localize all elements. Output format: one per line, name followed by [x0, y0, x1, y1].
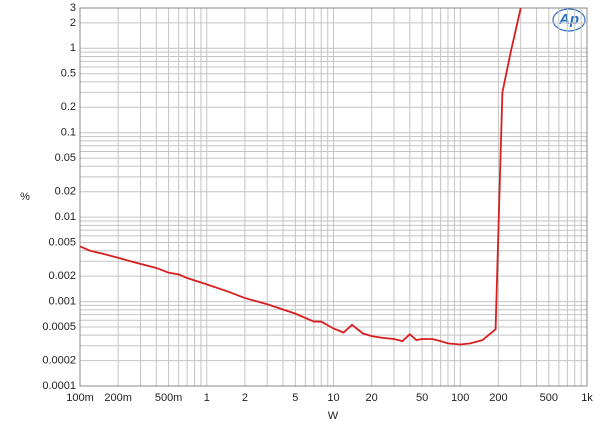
x-tick-label: 200 [489, 392, 507, 404]
y-tick-label: 0.002 [48, 270, 76, 282]
x-tick-label: 2 [242, 392, 248, 404]
logo-ring [552, 8, 586, 32]
x-tick-label: 100m [66, 392, 94, 404]
y-tick-label: 1 [70, 42, 76, 54]
y-tick-label: 0.005 [48, 236, 76, 248]
data-line [80, 8, 522, 346]
y-tick-label: 0.0005 [42, 321, 76, 333]
y-tick-label: 0.0002 [42, 354, 76, 366]
y-tick-label: 0.01 [55, 211, 76, 223]
y-tick-label: 0.001 [48, 295, 76, 307]
x-tick-label: 500 [540, 392, 558, 404]
y-tick-label: 0.1 [61, 127, 76, 139]
x-tick-label: 100 [451, 392, 469, 404]
x-tick-label: 50 [416, 392, 428, 404]
x-tick-label: 20 [366, 392, 378, 404]
x-tick-label: 1k [581, 392, 593, 404]
y-tick-label: 0.2 [61, 101, 76, 113]
y-tick-label: 0.0001 [42, 380, 76, 392]
y-tick-label: 3 [70, 2, 76, 14]
x-tick-label: 1 [204, 392, 210, 404]
logo: Ap [558, 11, 579, 28]
x-axis-label: W [328, 410, 339, 422]
x-tick-label: 200m [104, 392, 132, 404]
x-tick-label: 500m [155, 392, 183, 404]
y-axis-label: % [20, 191, 30, 203]
x-tick-label: 5 [292, 392, 298, 404]
plot-frame [79, 7, 588, 387]
y-tick-label: 0.02 [55, 186, 76, 198]
y-tick-label: 0.05 [55, 152, 76, 164]
y-tick-label: 0.5 [61, 68, 76, 80]
x-tick-label: 10 [327, 392, 339, 404]
y-tick-label: 2 [70, 17, 76, 29]
